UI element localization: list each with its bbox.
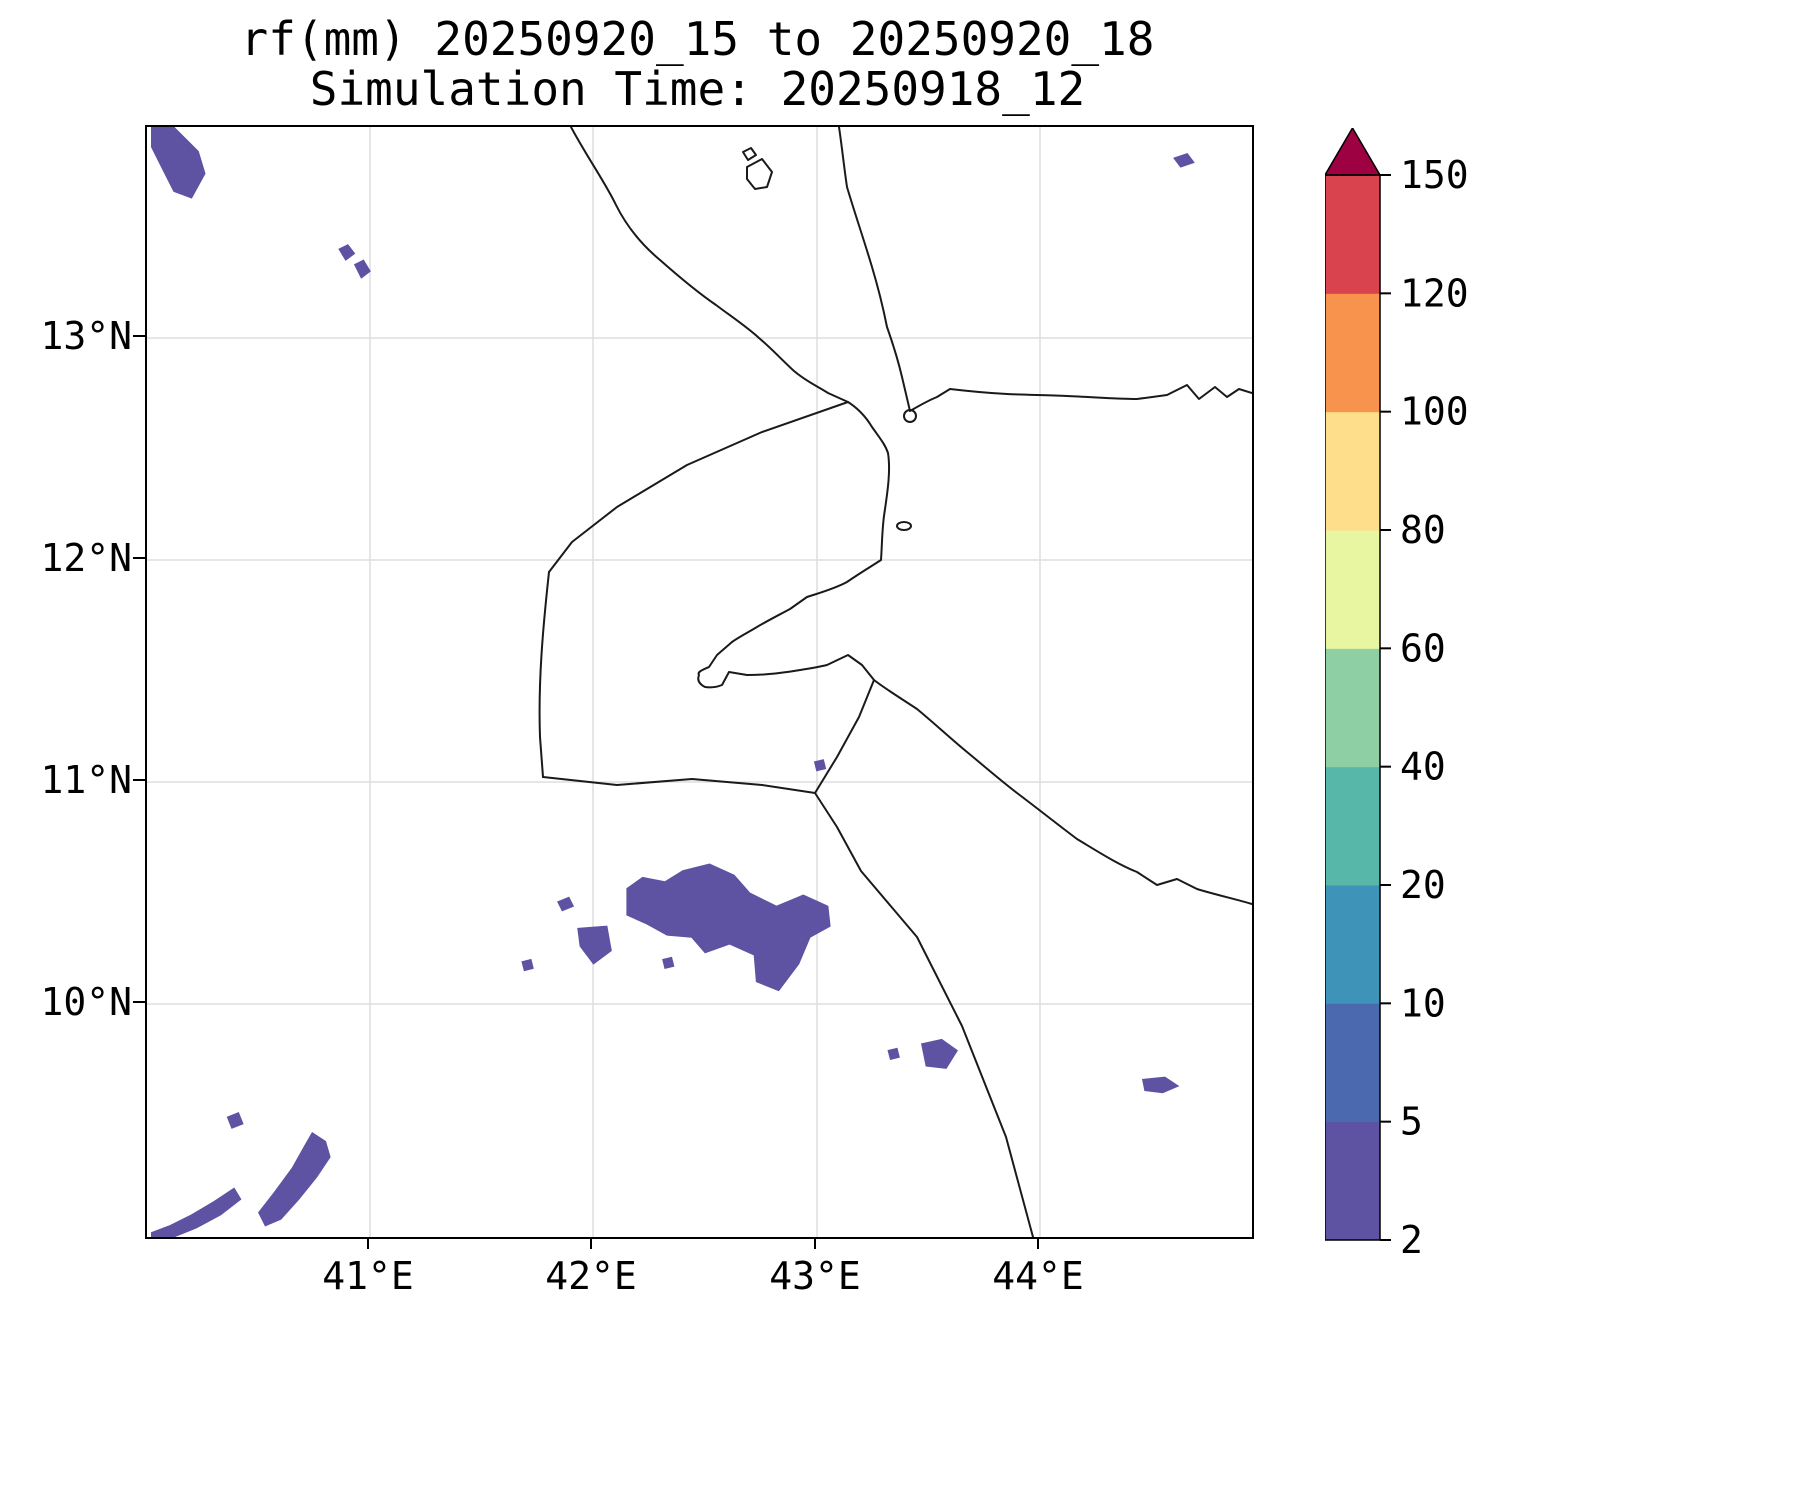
colorbar-tick-label: 100 bbox=[1400, 390, 1469, 434]
colorbar-segment bbox=[1325, 411, 1380, 531]
colorbar-tick-label: 60 bbox=[1400, 626, 1446, 670]
rain-patch bbox=[1173, 153, 1195, 168]
colorbar-tick-label: 120 bbox=[1400, 271, 1469, 315]
island-islet bbox=[896, 521, 912, 531]
rain-patch bbox=[338, 244, 356, 261]
gridlines bbox=[147, 127, 1252, 1237]
rain-patch bbox=[662, 956, 675, 970]
lat-tick-mark bbox=[133, 557, 145, 559]
lat-tick-mark bbox=[133, 335, 145, 337]
island-perim bbox=[903, 409, 917, 423]
colorbar-tick-label: 20 bbox=[1400, 863, 1446, 907]
figure-title-line2: Simulation Time: 20250918_12 bbox=[309, 62, 1086, 116]
map-plot bbox=[145, 125, 1254, 1239]
colorbar-extend-triangle bbox=[1323, 126, 1382, 176]
colorbar-outline bbox=[1324, 174, 1381, 1241]
colorbar-segment bbox=[1325, 766, 1380, 886]
lon-tick-mark bbox=[367, 1237, 369, 1249]
colorbar-segment bbox=[1325, 885, 1380, 1004]
lon-tick-mark bbox=[590, 1237, 592, 1249]
map-svg bbox=[147, 127, 1252, 1237]
rain-patch bbox=[577, 925, 612, 965]
border-ethiopia-somalia bbox=[814, 792, 1034, 1237]
rain-patch bbox=[887, 1047, 900, 1061]
lon-tick-mark bbox=[814, 1237, 816, 1249]
rain-patch bbox=[521, 958, 534, 972]
rain-patch bbox=[258, 1131, 331, 1227]
lat-tick-label-13n: 13°N bbox=[40, 314, 132, 358]
colorbar-tick-label: 10 bbox=[1400, 981, 1446, 1025]
lon-tick-label-44e: 44°E bbox=[992, 1254, 1084, 1298]
lat-tick-label-11n: 11°N bbox=[40, 758, 132, 802]
rain-patch bbox=[151, 127, 206, 199]
border-eritrea-djibouti bbox=[548, 401, 849, 573]
lon-tick-mark bbox=[1037, 1237, 1039, 1249]
colorbar-segment bbox=[1325, 648, 1380, 768]
island-hanish bbox=[746, 158, 773, 190]
rain-patch bbox=[557, 896, 575, 912]
border-djibouti-ethiopia-west bbox=[538, 571, 550, 778]
coastline-arabia bbox=[838, 127, 1252, 412]
rain-patch bbox=[151, 1187, 242, 1237]
coastline-africa bbox=[570, 127, 1252, 905]
rain-patch bbox=[226, 1112, 244, 1129]
colorbar-tick-label: 2 bbox=[1400, 1218, 1423, 1253]
colorbar-tick-label: 40 bbox=[1400, 745, 1446, 789]
border-djibouti-somalia bbox=[814, 679, 875, 794]
colorbar-segment bbox=[1325, 293, 1380, 413]
lon-tick-label-42e: 42°E bbox=[545, 1254, 637, 1298]
rain-patch bbox=[353, 259, 371, 279]
colorbar-svg: 2 5 10 20 40 60 80 100 120 150 bbox=[1323, 126, 1469, 1262]
colorbar-tick-label: 80 bbox=[1400, 508, 1446, 552]
lat-tick-mark bbox=[133, 779, 145, 781]
rain-patch bbox=[626, 863, 831, 992]
colorbar-segment bbox=[1325, 1003, 1380, 1123]
colorbar-segment bbox=[1325, 1121, 1380, 1241]
colorbar-segment bbox=[1325, 175, 1380, 294]
colorbar-tick-label: 5 bbox=[1400, 1100, 1423, 1144]
lat-tick-label-10n: 10°N bbox=[40, 980, 132, 1024]
rain-patch bbox=[813, 759, 827, 772]
border-djibouti-south bbox=[542, 776, 816, 794]
rain-patch bbox=[921, 1038, 958, 1069]
colorbar: 2 5 10 20 40 60 80 100 120 150 bbox=[1323, 126, 1565, 1262]
rain-patches-group bbox=[151, 127, 1195, 1237]
island-hanish-small bbox=[742, 147, 757, 161]
colorbar-segment bbox=[1325, 530, 1380, 649]
lon-tick-label-41e: 41°E bbox=[322, 1254, 414, 1298]
colorbar-tick-label: 150 bbox=[1400, 153, 1469, 197]
figure-title-line1: rf(mm) 20250920_15 to 20250920_18 bbox=[240, 12, 1155, 66]
lat-tick-mark bbox=[133, 1001, 145, 1003]
lat-tick-label-12n: 12°N bbox=[40, 536, 132, 580]
rain-patch bbox=[1142, 1076, 1180, 1094]
lon-tick-label-43e: 43°E bbox=[769, 1254, 861, 1298]
